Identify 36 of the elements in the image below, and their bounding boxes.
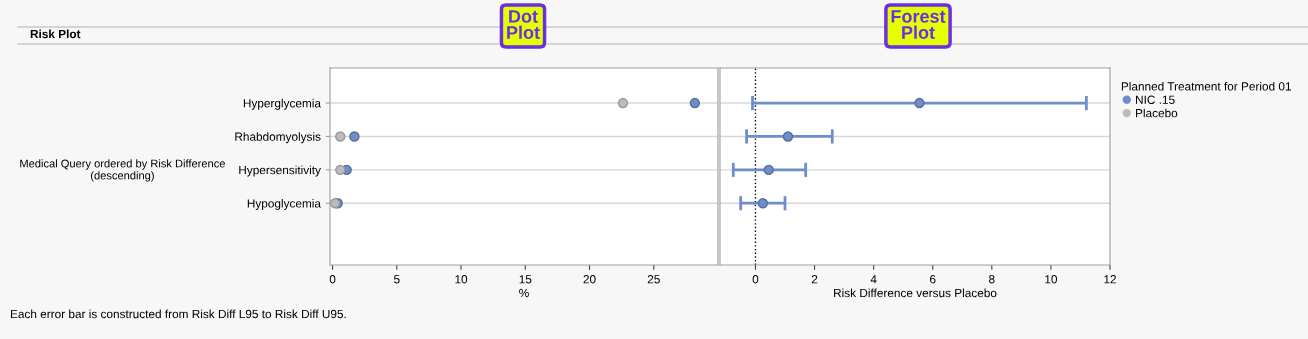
point — [689, 97, 701, 109]
legend-title: Planned Treatment for Period 01 — [1121, 81, 1291, 91]
x-axis-title: Risk Difference versus Placebo — [834, 288, 997, 298]
point — [782, 131, 794, 142]
text: Dot Plot — [507, 10, 540, 39]
point — [763, 164, 774, 176]
legend-label: NIC .15 — [1136, 95, 1175, 104]
y-tick-label: Rhabdomyolysis — [235, 132, 321, 144]
x-tick-label: 0 — [752, 275, 759, 284]
x-tick-label: 15 — [519, 275, 532, 284]
y-tick-label: Hypersensitivity — [239, 165, 321, 177]
x-tick-label: 10 — [1045, 275, 1058, 284]
point — [349, 131, 360, 142]
text: Risk Plot — [30, 29, 81, 39]
text: Forest Plot — [891, 10, 946, 39]
x-axis-title: % — [519, 288, 529, 298]
text: Each error bar is constructed from Risk Diff L95 to Risk Diff U95. — [10, 309, 346, 319]
x-tick-label: 0 — [329, 275, 336, 284]
y-axis-title: Medical Query ordered by Risk Difference (descending) — [20, 159, 225, 182]
point — [335, 131, 346, 142]
x-tick-label: 10 — [455, 275, 468, 284]
legend-label: Placebo — [1136, 108, 1178, 118]
y-tick-label: Hypoglycemia — [247, 198, 321, 210]
x-tick-label: 25 — [647, 275, 660, 284]
x-tick-label: 4 — [870, 275, 877, 284]
point — [335, 164, 346, 176]
point — [757, 198, 769, 209]
point — [914, 97, 925, 109]
x-tick-label: 6 — [930, 275, 936, 284]
x-tick-label: 2 — [811, 275, 818, 284]
point — [617, 97, 629, 109]
x-tick-label: 5 — [394, 275, 400, 284]
x-tick-label: 20 — [583, 275, 596, 284]
x-tick-label: 8 — [989, 275, 995, 284]
y-tick-label: Hyperglycemia — [243, 98, 321, 110]
x-tick-label: 12 — [1104, 275, 1116, 284]
